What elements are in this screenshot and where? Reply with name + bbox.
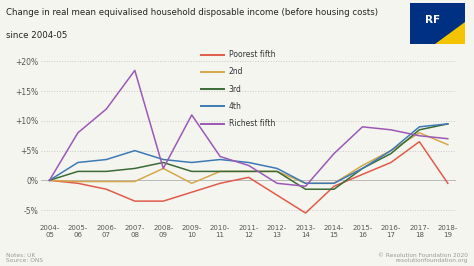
Text: 2nd: 2nd: [228, 68, 243, 77]
Text: Change in real mean equivalised household disposable income (before housing cost: Change in real mean equivalised househol…: [6, 8, 378, 17]
Text: Poorest fifth: Poorest fifth: [228, 50, 275, 59]
Text: since 2004-05: since 2004-05: [6, 31, 67, 40]
Text: 4th: 4th: [228, 102, 242, 111]
Text: RF: RF: [425, 15, 440, 25]
Text: 3rd: 3rd: [228, 85, 242, 94]
Text: Richest fifth: Richest fifth: [228, 119, 275, 128]
Text: Notes: UK
Source: ONS: Notes: UK Source: ONS: [6, 252, 43, 263]
Text: © Resolution Foundation 2020
resolutionfoundation.org: © Resolution Foundation 2020 resolutionf…: [378, 252, 468, 263]
Polygon shape: [435, 22, 465, 44]
